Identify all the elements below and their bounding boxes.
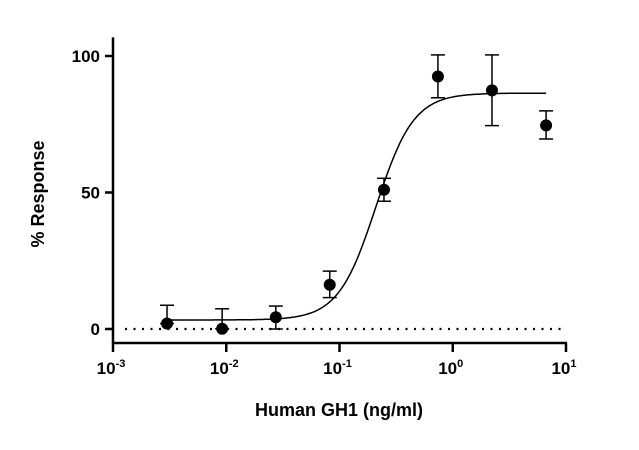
data-point [161, 317, 174, 330]
data-point [431, 70, 444, 83]
x-tick-label: 100 [438, 358, 463, 378]
data-point [377, 183, 390, 196]
x-tick-label: 10-2 [210, 358, 239, 378]
data-point [216, 322, 229, 335]
data-point [540, 119, 553, 132]
y-tick-label: 50 [81, 184, 100, 203]
x-axis-title: Human GH1 (ng/ml) [255, 400, 423, 420]
y-tick-label: 100 [72, 47, 100, 66]
x-tick-label: 10-1 [323, 358, 352, 378]
fit-curve [167, 92, 547, 321]
data-point [485, 84, 498, 97]
x-tick-label: 101 [551, 358, 576, 378]
data-point [269, 311, 282, 324]
data-point [323, 278, 336, 291]
plot-area: 0 50 100 10-3 10-2 10-1 100 101 [72, 37, 577, 378]
y-tick-label: 0 [91, 320, 100, 339]
y-axis-title: % Response [28, 140, 48, 247]
x-tick-label: 10-3 [97, 358, 126, 378]
